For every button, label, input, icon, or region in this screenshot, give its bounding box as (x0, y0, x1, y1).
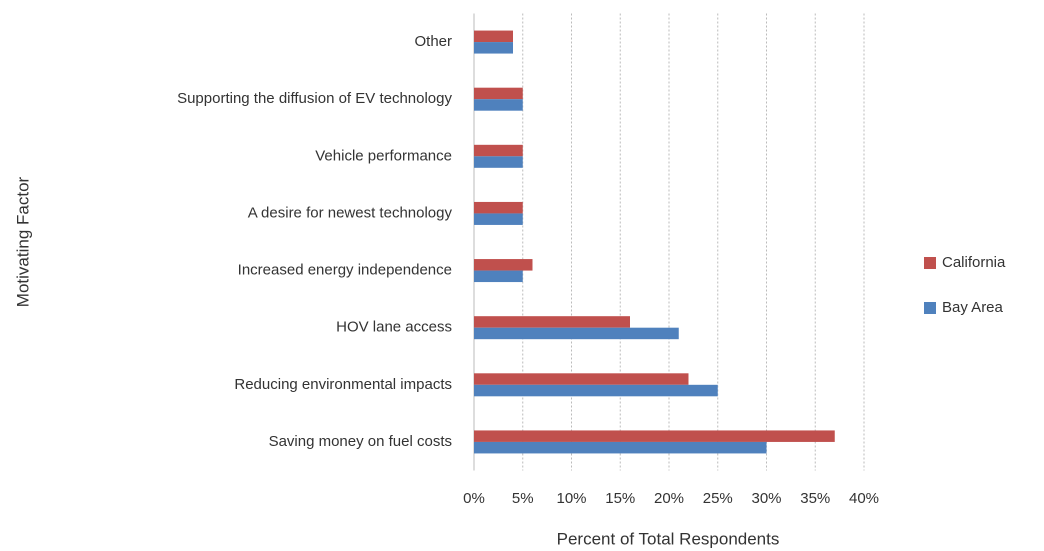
y-tick-label: Supporting the diffusion of EV technolog… (177, 90, 452, 107)
legend-swatch (924, 257, 936, 269)
y-tick-label: A desire for newest technology (248, 204, 453, 221)
legend-label: Bay Area (942, 299, 1004, 316)
x-tick-label: 40% (849, 490, 879, 507)
x-tick-label: 30% (751, 490, 781, 507)
bar (474, 42, 513, 54)
bar (474, 213, 523, 225)
y-tick-label: Increased energy independence (238, 262, 452, 279)
bar (474, 156, 523, 168)
x-tick-label: 25% (703, 490, 733, 507)
bar (474, 316, 630, 328)
y-tick-label: Other (414, 33, 452, 50)
x-tick-label: 10% (556, 490, 586, 507)
x-tick-label: 5% (512, 490, 534, 507)
bar (474, 144, 523, 157)
x-axis-title: Percent of Total Respondents (557, 529, 780, 548)
legend-swatch (924, 302, 936, 314)
bar (474, 441, 767, 454)
y-tick-label: Saving money on fuel costs (269, 433, 452, 450)
y-axis-title: Motivating Factor (13, 176, 32, 307)
x-tick-label: 15% (605, 490, 635, 507)
bar (474, 270, 523, 283)
bar (474, 259, 533, 271)
x-tick-label: 20% (654, 490, 684, 507)
x-tick-label: 35% (800, 490, 830, 507)
bar (474, 99, 523, 111)
bar (474, 373, 689, 385)
y-tick-label: Vehicle performance (315, 147, 452, 164)
bar (474, 87, 523, 100)
bar (474, 430, 835, 442)
bar (474, 201, 523, 214)
y-tick-label: Reducing environmental impacts (234, 376, 452, 393)
bar (474, 327, 679, 340)
y-tick-label: HOV lane access (336, 319, 452, 336)
bar (474, 30, 513, 43)
legend-label: California (942, 254, 1006, 271)
bar (474, 384, 718, 397)
x-tick-label: 0% (463, 490, 485, 507)
